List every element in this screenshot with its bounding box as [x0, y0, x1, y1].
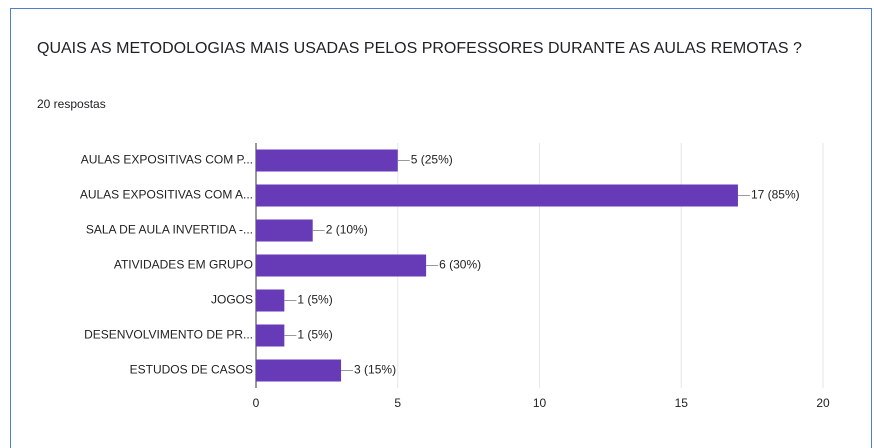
chart-title: QUAIS AS METODOLOGIAS MAIS USADAS PELOS … — [37, 40, 802, 57]
x-tick-label: 0 — [253, 396, 260, 410]
response-count: 20 respostas — [37, 97, 106, 111]
y-tick-label: ESTUDOS DE CASOS — [130, 363, 253, 377]
x-tick-label: 10 — [533, 396, 547, 410]
x-tick-label: 20 — [816, 396, 830, 410]
value-label: 5 (25%) — [411, 153, 453, 167]
y-tick-label: SALA DE AULA INVERTIDA -... — [86, 223, 253, 237]
value-label: 17 (85%) — [751, 188, 800, 202]
bar — [256, 149, 398, 172]
bar — [256, 359, 342, 382]
bar — [256, 219, 313, 242]
x-tick-label: 15 — [675, 396, 689, 410]
x-tick-label: 5 — [394, 396, 401, 410]
value-label: 6 (30%) — [439, 258, 481, 272]
value-label: 2 (10%) — [326, 223, 368, 237]
value-label: 1 (5%) — [297, 293, 332, 307]
y-tick-label: AULAS EXPOSITIVAS COM A... — [80, 188, 253, 202]
y-tick-label: DESENVOLVIMENTO DE PR... — [84, 328, 253, 342]
bar — [256, 254, 427, 277]
value-label: 3 (15%) — [354, 363, 396, 377]
y-tick-label: JOGOS — [211, 293, 253, 307]
value-label: 1 (5%) — [297, 328, 332, 342]
bar — [256, 324, 285, 347]
y-tick-label: ATIVIDADES EM GRUPO — [114, 258, 253, 272]
bar — [256, 184, 738, 207]
card: QUAIS AS METODOLOGIAS MAIS USADAS PELOS … — [10, 8, 872, 448]
bar — [256, 289, 285, 312]
y-tick-label: AULAS EXPOSITIVAS COM P... — [81, 153, 253, 167]
